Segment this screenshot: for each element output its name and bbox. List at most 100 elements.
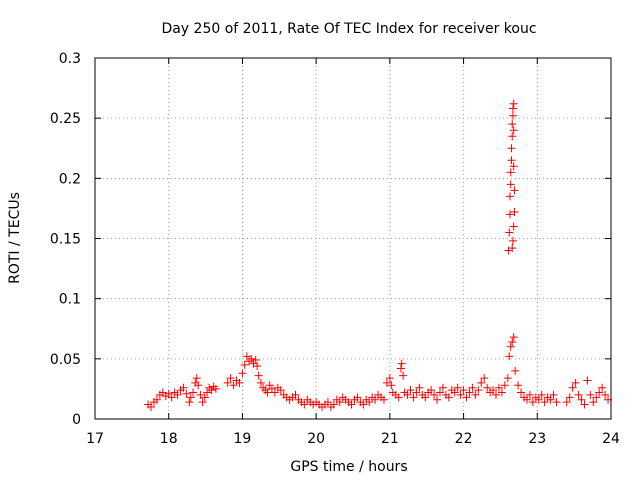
data-point — [185, 398, 194, 407]
data-point — [430, 390, 439, 399]
data-point — [480, 374, 489, 383]
data-point — [508, 104, 517, 113]
x-tick-label: 18 — [160, 431, 178, 447]
data-point — [565, 393, 574, 402]
x-tick-label: 24 — [602, 431, 620, 447]
data-point — [382, 378, 391, 387]
data-point — [152, 395, 161, 404]
data-point — [601, 390, 610, 399]
data-point — [477, 378, 486, 387]
data-point — [194, 381, 203, 390]
data-point — [503, 374, 512, 383]
data-point — [465, 388, 474, 397]
data-point — [592, 393, 601, 402]
x-axis-label: GPS time / hours — [290, 459, 407, 475]
data-point — [329, 400, 338, 409]
data-point — [506, 168, 515, 177]
data-point — [506, 210, 515, 219]
data-point — [562, 398, 571, 407]
x-tick-label: 23 — [528, 431, 546, 447]
data-point — [522, 395, 531, 404]
data-point — [514, 381, 523, 390]
data-point — [167, 393, 176, 402]
data-point — [500, 381, 509, 390]
grid-layer — [95, 58, 611, 419]
data-point — [510, 186, 519, 195]
data-point — [421, 393, 430, 402]
x-tick-label: 22 — [455, 431, 473, 447]
data-point — [456, 390, 465, 399]
data-point — [468, 383, 477, 392]
data-point — [598, 383, 607, 392]
data-point — [507, 144, 516, 153]
data-point — [489, 386, 498, 395]
data-point — [509, 222, 518, 231]
data-point — [571, 378, 580, 387]
data-point — [399, 371, 408, 380]
data-point — [359, 400, 368, 409]
data-point — [247, 354, 256, 363]
data-point — [394, 393, 403, 402]
data-point — [347, 400, 356, 409]
data-point — [270, 388, 279, 397]
data-point — [396, 364, 405, 373]
data-point — [508, 120, 517, 129]
y-tick-label: 0.05 — [50, 352, 81, 368]
data-point — [505, 228, 514, 237]
data-point — [580, 400, 589, 409]
data-point — [365, 398, 374, 407]
y-tick-label: 0.25 — [50, 111, 81, 127]
data-point — [196, 390, 205, 399]
data-point — [198, 398, 207, 407]
data-point — [568, 383, 577, 392]
data-point — [506, 180, 515, 189]
data-point — [528, 398, 537, 407]
data-point — [323, 398, 332, 407]
data-point — [483, 383, 492, 392]
data-point — [226, 374, 235, 383]
data-point — [525, 390, 534, 399]
data-point — [415, 383, 424, 392]
data-point — [537, 390, 546, 399]
data-point — [397, 359, 406, 368]
x-tick-label: 17 — [86, 431, 104, 447]
data-point — [242, 352, 251, 361]
data-point — [179, 383, 188, 392]
y-tick-label: 0.2 — [59, 171, 81, 187]
data-point — [186, 393, 195, 402]
data-point — [403, 390, 412, 399]
data-points — [144, 99, 613, 411]
data-point — [583, 376, 592, 385]
data-point — [229, 381, 238, 390]
data-point — [444, 393, 453, 402]
data-point — [508, 132, 517, 141]
data-point — [433, 395, 442, 404]
data-point — [509, 162, 518, 171]
data-point — [497, 388, 506, 397]
data-point — [549, 390, 558, 399]
data-point — [595, 388, 604, 397]
data-point — [412, 388, 421, 397]
data-point — [540, 398, 549, 407]
data-point — [505, 352, 514, 361]
data-point — [450, 388, 459, 397]
data-point — [574, 390, 583, 399]
data-point — [254, 371, 263, 380]
data-point — [240, 360, 249, 369]
data-point — [189, 388, 198, 397]
data-point — [291, 390, 300, 399]
y-tick-label: 0.3 — [59, 51, 81, 67]
data-point — [589, 398, 598, 407]
data-point — [173, 390, 182, 399]
data-point — [200, 393, 209, 402]
data-point — [453, 383, 462, 392]
data-point — [471, 390, 480, 399]
y-tick-label: 0 — [72, 412, 81, 428]
data-point — [203, 388, 212, 397]
data-point — [211, 384, 220, 393]
data-point — [511, 366, 520, 375]
data-point — [492, 390, 501, 399]
x-tick-label: 21 — [381, 431, 399, 447]
data-point — [509, 126, 518, 135]
data-point — [459, 386, 468, 395]
